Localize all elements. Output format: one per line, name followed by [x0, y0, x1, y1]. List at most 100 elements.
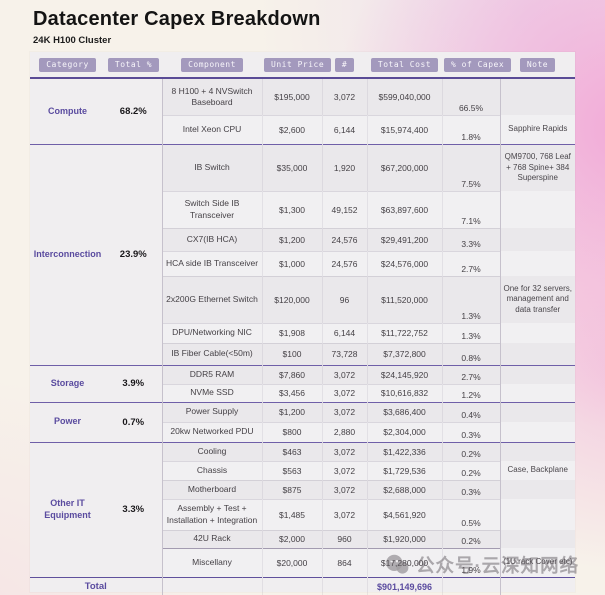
unit-price-cell: $100: [261, 342, 322, 365]
category-label: Storage: [30, 364, 105, 402]
component-cell: IB Fiber Cable(<50m): [161, 342, 262, 365]
category-label: Compute: [30, 77, 105, 144]
total-cost-cell: $3,686,400: [366, 401, 442, 422]
total-cost-cell: $11,722,752: [366, 322, 442, 343]
header-badge-capex-pct: % of Capex: [444, 57, 512, 72]
note-cell: [499, 384, 575, 402]
table-row: 20kw Networked PDU $800 2,880 $2,304,000 0.3…: [30, 421, 575, 442]
table-header-row: Category Total % Component Unit Price # …: [30, 52, 575, 79]
table-row: Intel Xeon CPU $2,600 6,144 $15,974,400 1.8%…: [30, 114, 575, 144]
table-row: Compute 68.2% 8 H100 + 4 NVSwitch Baseboar…: [30, 77, 575, 144]
count-cell: 1,920: [321, 143, 367, 191]
note-cell: [499, 77, 575, 115]
total-cost-cell: $63,897,600: [366, 190, 442, 228]
capex-pct-cell: 7.1%: [441, 190, 500, 228]
component-cell: Chassis: [161, 460, 262, 480]
note-cell: One for 32 servers, management and data …: [499, 276, 575, 323]
component-cell: Switch Side IB Transceiver: [161, 190, 262, 228]
table-row: Motherboard $875 3,072 $2,688,000 0.3%: [30, 479, 575, 499]
table-row: NVMe SSD $3,456 3,072 $10,616,832 1.2%: [30, 383, 575, 402]
page-title: Datacenter Capex Breakdown: [33, 8, 321, 30]
component-cell: 20kw Networked PDU: [161, 421, 262, 442]
count-cell: 3,072: [321, 441, 367, 461]
count-cell: 3,072: [321, 479, 367, 499]
note-cell: [499, 323, 575, 343]
total-cost-cell: $4,561,920: [366, 498, 442, 530]
unit-price-cell: $2,600: [261, 114, 322, 144]
total-cost-cell: $29,491,200: [366, 227, 442, 251]
total-label: Total: [30, 576, 162, 595]
total-cost-value: $901,149,696: [366, 576, 442, 595]
count-cell: 2,880: [321, 421, 367, 442]
note-cell: [499, 364, 575, 384]
capex-pct-cell: 0.2%: [441, 529, 500, 548]
total-cost-cell: $599,040,000: [366, 77, 442, 115]
category-label: Interconnection: [30, 143, 105, 365]
component-cell: NVMe SSD: [161, 383, 262, 402]
note-cell: [499, 530, 575, 548]
unit-price-cell: $195,000: [261, 77, 322, 115]
capex-pct-cell: 1.3%: [441, 322, 500, 343]
page-subtitle: 24K H100 Cluster: [33, 35, 112, 46]
total-row: Total $901,149,696: [30, 576, 575, 595]
count-cell: 960: [321, 529, 367, 548]
unit-price-cell: $1,000: [261, 250, 322, 276]
component-cell: 8 H100 + 4 NVSwitch Baseboard: [161, 77, 262, 115]
table-row: IB Fiber Cable(<50m) $100 73,728 $7,372,800…: [30, 342, 575, 365]
category-total-pct: 23.9%: [105, 143, 162, 365]
capex-pct-cell: 0.8%: [441, 342, 500, 365]
component-cell: CX7(IB HCA): [161, 227, 262, 251]
category-label: Other IT Equipment: [30, 441, 105, 577]
table-row: HCA side IB Transceiver $1,000 24,576 $24,5…: [30, 250, 575, 276]
capex-pct-cell: 66.5%: [441, 77, 500, 115]
component-cell: Intel Xeon CPU: [161, 114, 262, 144]
unit-price-cell: $563: [261, 460, 322, 480]
capex-table-card: Category Total % Component Unit Price # …: [30, 52, 575, 595]
capex-pct-cell: 3.3%: [441, 227, 500, 251]
category-label: Power: [30, 401, 105, 442]
unit-price-cell: $875: [261, 479, 322, 499]
component-cell: Cooling: [161, 441, 262, 461]
table-row: Assembly + Test + Installation + Integra…: [30, 498, 575, 530]
table-row: Storage 3.9% DDR5 RAM $7,860 3,072 $24,145,92…: [30, 364, 575, 402]
count-cell: 864: [321, 547, 367, 577]
note-cell: [499, 343, 575, 365]
component-cell: IB Switch: [161, 143, 262, 191]
table-row: 2x200G Ethernet Switch $120,000 96 $11,520,…: [30, 275, 575, 323]
note-cell: [499, 251, 575, 276]
table-row: Switch Side IB Transceiver $1,300 49,152 $6…: [30, 190, 575, 228]
total-cost-cell: $1,422,336: [366, 441, 442, 461]
header-badge-total-cost: Total Cost: [370, 57, 439, 72]
component-cell: 42U Rack: [161, 529, 262, 548]
category-group: Storage 3.9% DDR5 RAM $7,860 3,072 $24,145,92…: [30, 364, 575, 402]
page-header: Datacenter Capex Breakdown 24K H100 Clus…: [33, 8, 321, 46]
total-cost-cell: $10,616,832: [366, 383, 442, 402]
note-cell: QM9700, 768 Leaf + 768 Spine+ 384 Supers…: [499, 143, 575, 191]
header-badge-component: Component: [181, 57, 243, 72]
table-row: DPU/Networking NIC $1,908 6,144 $11,722,752…: [30, 322, 575, 343]
capex-pct-cell: 0.2%: [441, 460, 500, 480]
component-cell: Power Supply: [161, 401, 262, 422]
table-row: Miscellany $20,000 864 $17,280,000 1.9% (1U r…: [30, 547, 575, 577]
total-cost-cell: $24,145,920: [366, 364, 442, 384]
note-cell: Sapphire Rapids: [499, 115, 575, 144]
unit-price-cell: $120,000: [261, 275, 322, 323]
category-group: Other IT Equipment 3.3% Cooling $463 3,072 $1…: [30, 441, 575, 577]
note-cell: [499, 441, 575, 461]
note-cell: [499, 499, 575, 530]
count-cell: 96: [321, 275, 367, 323]
note-cell: (1U rack Cover etc): [499, 548, 575, 577]
category-group: Power 0.7% Power Supply $1,200 3,072 $3,686,4…: [30, 401, 575, 442]
header-badge-category: Category: [39, 57, 96, 72]
table-row: 42U Rack $2,000 960 $1,920,000 0.2%: [30, 529, 575, 548]
capex-pct-cell: 0.3%: [441, 421, 500, 442]
unit-price-cell: $1,300: [261, 190, 322, 228]
unit-price-cell: $2,000: [261, 529, 322, 548]
capex-pct-cell: 1.3%: [441, 275, 500, 323]
capex-pct-cell: 0.5%: [441, 498, 500, 530]
capex-pct-cell: 7.5%: [441, 143, 500, 191]
note-cell: Case, Backplane: [499, 461, 575, 480]
table-row: Interconnection 23.9% IB Switch $35,000 1,92…: [30, 143, 575, 365]
header-badge-count: #: [334, 57, 355, 72]
capex-pct-cell: 0.4%: [441, 401, 500, 422]
